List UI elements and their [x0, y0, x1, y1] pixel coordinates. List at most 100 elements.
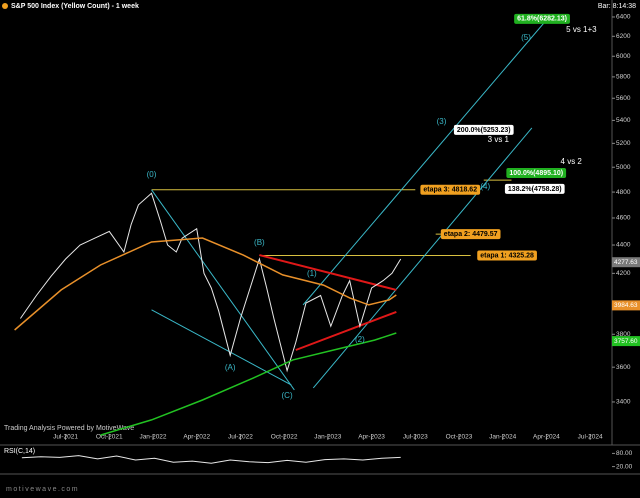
annotation-label: etapa 3: 4818.62	[423, 187, 477, 194]
symbol-dot	[2, 3, 8, 9]
annotation-label: 200.0%(5253.23)	[457, 127, 511, 134]
series-line	[19, 192, 402, 373]
annotation-label: 4 vs 2	[561, 157, 583, 166]
y-tick-label: 4400	[616, 242, 631, 249]
annotation-label: (A)	[225, 363, 236, 372]
annotation: (C)	[282, 391, 293, 400]
trend-line	[259, 254, 397, 291]
annotation-label: 5 vs 1+3	[566, 25, 597, 34]
y-tick-label: 3400	[616, 399, 631, 406]
annotation-label: (0)	[147, 170, 157, 179]
y-tick-label: 80.00	[616, 450, 633, 457]
annotation: (1)	[307, 269, 317, 278]
x-tick-label: Apr-2022	[183, 434, 210, 441]
annotation-label: 100.0%(4895.10)	[509, 170, 563, 177]
y-tick-label: 6400	[616, 14, 631, 21]
series-line	[14, 237, 397, 331]
annotation: 200.0%(5253.23)	[453, 124, 514, 135]
rsi-title: RSI(C,14)	[4, 448, 35, 455]
price-label: 3984.63	[614, 302, 638, 309]
trend-line	[302, 14, 552, 306]
annotation: 5 vs 1+3	[566, 25, 597, 34]
x-tick-label: Jul-2023	[403, 434, 428, 441]
annotation: 61.8%(6282.13)	[514, 13, 570, 24]
annotation-box	[504, 183, 565, 194]
y-tick-label: 6200	[616, 33, 631, 40]
annotation-label: (3)	[437, 117, 447, 126]
y-tick-label: 5800	[616, 74, 631, 81]
annotation: (3)	[437, 117, 447, 126]
annotation: (A)	[225, 363, 236, 372]
price-label: 3757.60	[614, 338, 638, 345]
y-tick-label: 20.00	[616, 463, 633, 470]
annotation: (5)	[521, 33, 531, 42]
annotation: (0)	[147, 170, 157, 179]
x-tick-label: Jul-2021	[53, 434, 78, 441]
price-label-box	[612, 257, 640, 268]
y-tick-label: 4800	[616, 189, 631, 196]
annotation: (2)	[355, 335, 365, 344]
annotation-label: 138.2%(4758.28)	[508, 186, 562, 193]
y-tick-label: 3800	[616, 331, 631, 338]
annotation-label: 3 vs 1	[488, 135, 510, 144]
annotation: 4 vs 2	[561, 157, 583, 166]
y-tick-label: 4200	[616, 270, 631, 277]
price-label: 4277.63	[614, 259, 638, 266]
y-tick-label: 5600	[616, 95, 631, 102]
annotation: 3 vs 1	[488, 135, 510, 144]
bar-time: Bar: 8:14:38	[598, 3, 636, 10]
x-tick-label: Jul-2024	[578, 434, 603, 441]
annotation: etapa 1: 4325.28	[477, 250, 537, 261]
price-label-box	[612, 300, 640, 311]
annotation: etapa 2: 4479.57	[440, 229, 501, 240]
annotation-label: 61.8%(6282.13)	[517, 16, 567, 23]
footer: motivewave.com	[6, 486, 79, 493]
annotation: (B)	[254, 238, 265, 247]
trend-line	[151, 309, 292, 386]
annotation-label: (4)	[480, 182, 490, 191]
annotation-box	[477, 250, 537, 261]
x-tick-label: Oct-2022	[271, 434, 298, 441]
x-tick-label: Oct-2021	[96, 434, 123, 441]
annotation: (4)	[480, 182, 490, 191]
annotation-label: etapa 2: 4479.57	[444, 231, 498, 238]
annotation-label: etapa 1: 4325.28	[480, 252, 534, 259]
annotation-box	[440, 229, 501, 240]
annotation-box	[453, 124, 514, 135]
annotation-label: (1)	[307, 269, 317, 278]
annotation-box	[506, 167, 567, 178]
x-tick-label: Jul-2022	[228, 434, 253, 441]
annotation-label: (C)	[282, 391, 293, 400]
y-tick-label: 5400	[616, 117, 631, 124]
y-tick-label: 6000	[616, 53, 631, 60]
x-tick-label: Apr-2023	[358, 434, 385, 441]
annotation-label: (B)	[254, 238, 265, 247]
annotation-label: (2)	[355, 335, 365, 344]
x-tick-label: Oct-2023	[446, 434, 473, 441]
x-tick-label: Jan-2022	[139, 434, 166, 441]
chart-title: S&P 500 Index (Yellow Count) - 1 week	[11, 3, 139, 10]
x-tick-label: Jan-2023	[314, 434, 341, 441]
x-tick-label: Apr-2024	[533, 434, 560, 441]
footnote: Trading Analysis Powered by MotiveWave	[4, 425, 134, 432]
trend-line	[151, 189, 295, 391]
trend-line	[295, 310, 397, 351]
annotation-box	[420, 184, 481, 195]
annotation-label: (5)	[521, 33, 531, 42]
trend-line	[312, 127, 533, 389]
y-tick-label: 3600	[616, 364, 631, 371]
x-tick-label: Jan-2024	[489, 434, 516, 441]
annotation-box	[514, 13, 570, 24]
series-line	[100, 332, 397, 436]
price-label-box	[612, 336, 640, 347]
y-tick-label: 5200	[616, 140, 631, 147]
y-tick-label: 5000	[616, 164, 631, 171]
annotation: 100.0%(4895.10)	[506, 167, 567, 178]
annotation: 138.2%(4758.28)	[504, 183, 565, 194]
y-tick-label: 4600	[616, 215, 631, 222]
series-line	[21, 455, 401, 464]
annotation: etapa 3: 4818.62	[420, 184, 481, 195]
